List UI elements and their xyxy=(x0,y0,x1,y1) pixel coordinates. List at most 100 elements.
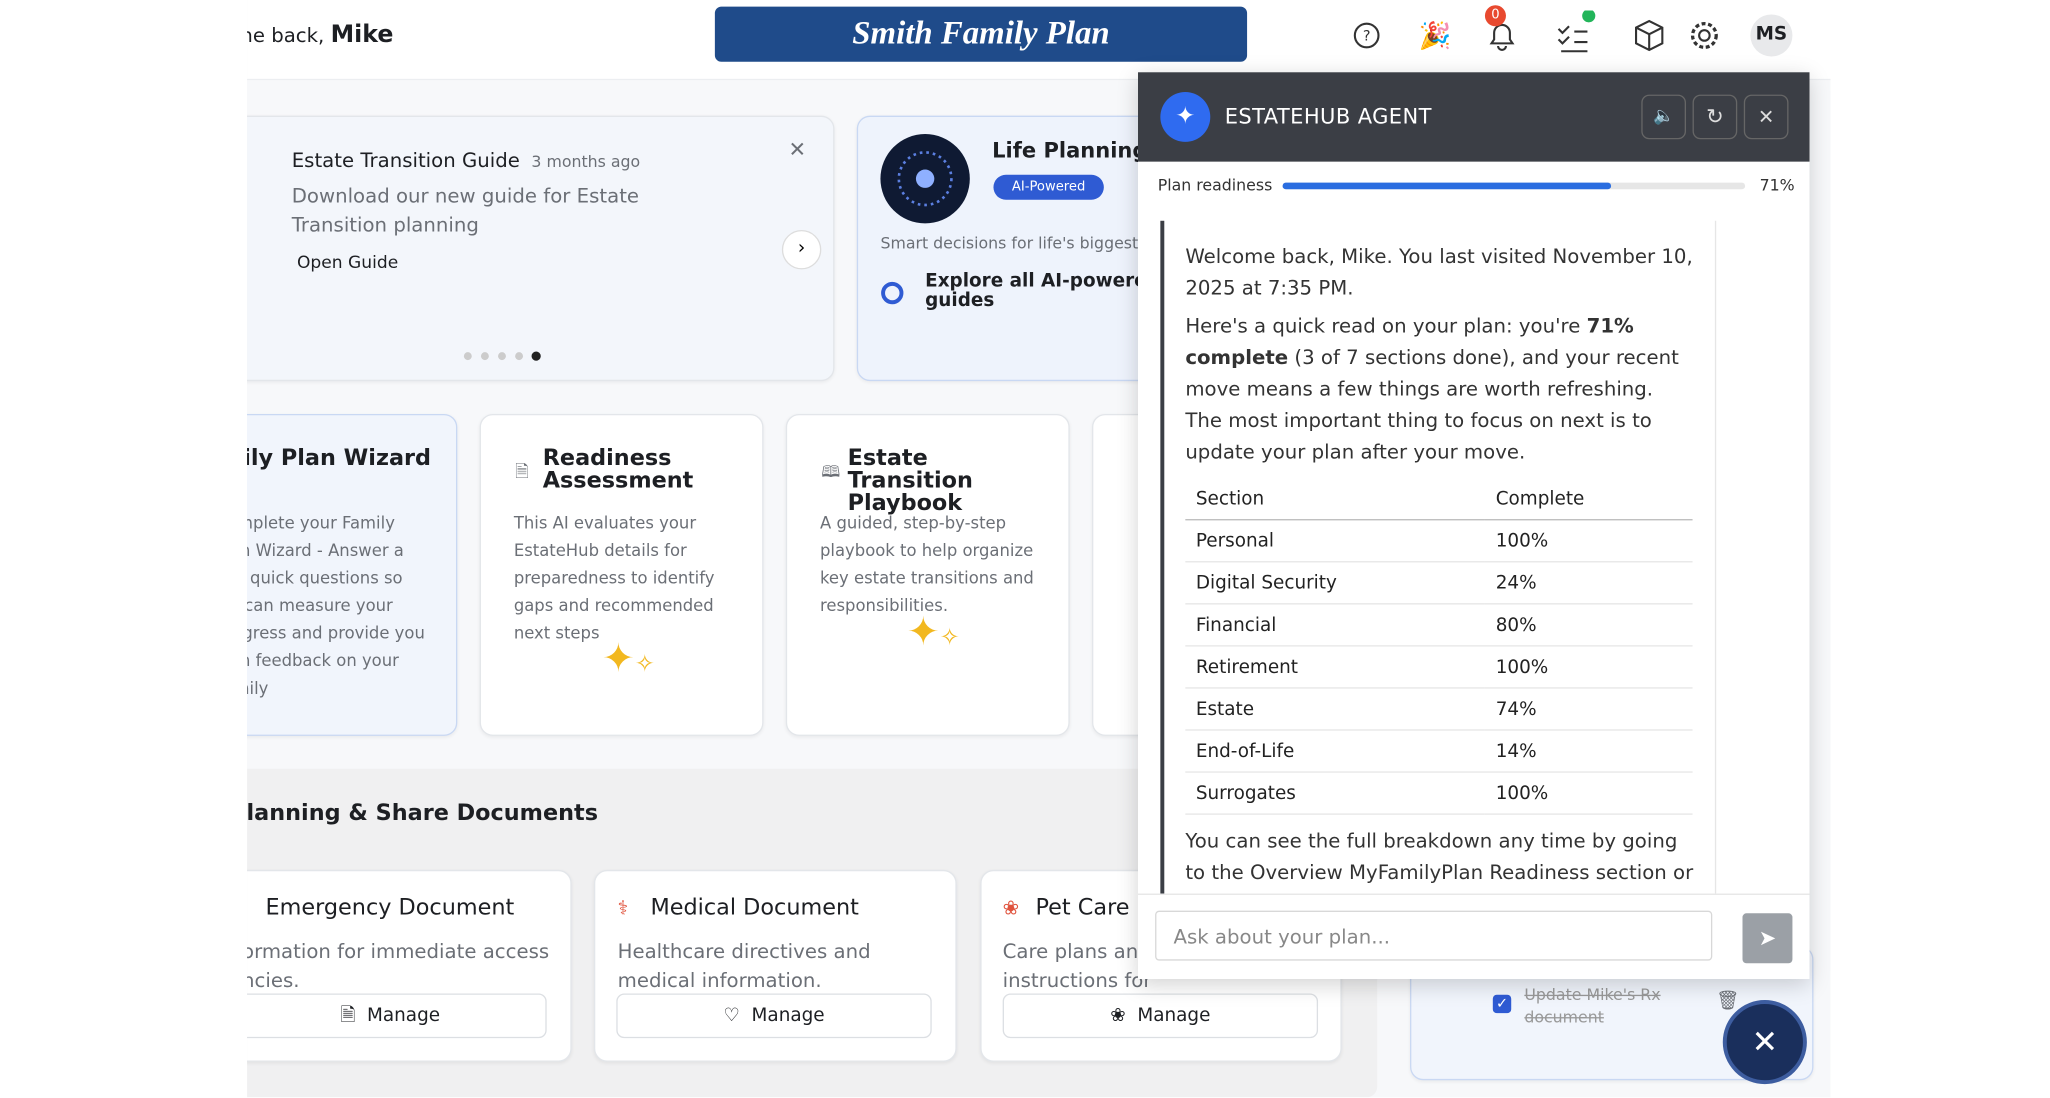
header-cell: Section xyxy=(1185,478,1486,521)
message-text: Here's a quick read on your plan: you're xyxy=(1185,314,1587,338)
medical-icon: ⚕ xyxy=(617,896,629,920)
table-header: Section Complete xyxy=(1185,478,1693,521)
ai-badge: AI-Powered xyxy=(993,174,1104,200)
readiness-value: 71% xyxy=(1759,176,1795,195)
table-row: Financial 80% xyxy=(1185,603,1693,647)
table-row: Personal 100% xyxy=(1185,519,1693,563)
table-row: Digital Security 24% xyxy=(1185,561,1693,605)
header-cell: Complete xyxy=(1485,478,1693,521)
chat-input[interactable]: Ask about your plan... xyxy=(1155,910,1713,961)
divider xyxy=(1138,893,1810,895)
manage-button[interactable]: ♡ Manage xyxy=(616,993,932,1039)
life-planning-subtitle: Smart decisions for life's biggest momen… xyxy=(880,233,1202,253)
message: You can see the full breakdown any time … xyxy=(1185,829,1694,885)
button-label: Manage xyxy=(366,1005,441,1027)
table-cell: 100% xyxy=(1485,645,1693,689)
table-cell: 14% xyxy=(1485,729,1693,773)
readiness-track xyxy=(1282,182,1746,190)
delete-icon[interactable]: 🗑 xyxy=(1716,990,1740,1012)
header-icons: ? 🎉 xyxy=(1353,10,1793,57)
card-title: Family Plan Wizard xyxy=(247,445,432,472)
user-name: Mike xyxy=(330,21,394,49)
ai-orb xyxy=(880,134,970,224)
agent-icon: ✦ xyxy=(1160,91,1211,142)
table-cell: Estate xyxy=(1185,687,1486,731)
table-cell: Digital Security xyxy=(1185,561,1486,605)
close-announcement[interactable]: ✕ xyxy=(788,136,807,162)
button-label: Manage xyxy=(751,1005,825,1027)
table-cell: Financial xyxy=(1185,603,1486,647)
document-body: Healthcare directives and medical inform… xyxy=(617,939,871,993)
table-cell: End-of-Life xyxy=(1185,729,1486,773)
message: Here's a quick read on your plan: you're… xyxy=(1185,310,1694,468)
table-cell: Surrogates xyxy=(1185,772,1486,815)
card-title-wrap: Family Plan Wizard xyxy=(247,445,432,472)
section-title: Emergency Planning & Share Documents xyxy=(247,800,598,827)
message-bold: 71% complete xyxy=(1185,314,1634,370)
card xyxy=(785,413,1070,736)
paw-icon: ❀ xyxy=(1002,896,1020,920)
card xyxy=(247,413,458,736)
reset-button[interactable]: ↻ xyxy=(1692,94,1738,140)
readiness-label: Plan readiness xyxy=(1157,176,1273,195)
table-cell: 80% xyxy=(1485,603,1693,647)
svg-text:?: ? xyxy=(1363,29,1371,45)
button-label: Manage xyxy=(1137,1005,1211,1027)
agent-fab[interactable]: ✕ xyxy=(1722,1000,1807,1085)
table-cell: 100% xyxy=(1485,772,1693,815)
send-button[interactable]: ➤ xyxy=(1742,913,1793,964)
table-cell: 24% xyxy=(1485,561,1693,605)
todo-checkbox[interactable]: ✓ xyxy=(1492,994,1512,1014)
table-cell: Personal xyxy=(1185,519,1486,563)
readiness-bar xyxy=(1282,182,1611,190)
document-body: Critical information for immediate acces… xyxy=(247,939,550,993)
manage-button[interactable]: 🗎 Manage xyxy=(247,993,547,1039)
open-guide-link[interactable]: Open Guide xyxy=(296,253,399,274)
todo-item: Update Mike's Rx document xyxy=(1524,985,1661,1027)
avatar[interactable]: MS xyxy=(1755,23,1788,45)
sparkle: ✦✧ xyxy=(601,636,655,683)
card-title: Estate Transition Playbook xyxy=(847,445,973,517)
sound-button[interactable]: 🔈 xyxy=(1641,94,1686,140)
explore-guides-link[interactable]: Explore all AI-powered guides xyxy=(925,270,1160,312)
table-row: Retirement 100% xyxy=(1185,645,1693,689)
next-slide[interactable]: › xyxy=(781,229,822,270)
greeting: Welcome back, Mike xyxy=(247,21,393,49)
announcement-title: Estate Transition Guide xyxy=(291,148,520,173)
readiness-table: Section Complete Personal 100% Digital Secur… xyxy=(1185,478,1693,815)
greeting-text: Welcome back, xyxy=(247,23,325,48)
carousel-dots xyxy=(463,351,541,361)
agent-panel: ✦ ESTATEHUB AGENT 🔈 ↻ ✕ Plan readiness 7… xyxy=(1138,72,1810,980)
close-button[interactable]: ✕ xyxy=(1743,94,1789,140)
plan-title[interactable]: Smith Family Plan xyxy=(714,6,1248,62)
table-cell: Retirement xyxy=(1185,645,1486,689)
table-row: End-of-Life 14% xyxy=(1185,729,1693,773)
table-cell: 74% xyxy=(1485,687,1693,731)
document-body-wrap: Critical information for immediate acces… xyxy=(247,937,562,995)
table-row: Surrogates 100% xyxy=(1185,772,1693,815)
announcement-body: Download our new guide for Estate Transi… xyxy=(291,183,640,237)
announcement-head: Estate Transition Guide 3 months ago xyxy=(292,148,640,172)
message-text: (3 of 7 sections done), and your recent … xyxy=(1185,345,1679,464)
message: Welcome back, Mike. You last visited Nov… xyxy=(1185,244,1693,300)
card-body: This AI evaluates your EstateHub details… xyxy=(513,512,715,643)
announcement-time: 3 months ago xyxy=(531,152,641,171)
table-cell: 100% xyxy=(1485,519,1693,563)
manage-button[interactable]: ❀ Manage xyxy=(1002,993,1319,1039)
doc-icon: 🗎 xyxy=(515,462,529,483)
book-icon: 🕮 xyxy=(821,462,840,481)
document-title: Emergency Document xyxy=(265,894,515,922)
notification-badge: 0 xyxy=(1484,5,1506,27)
card-title: Readiness Assessment xyxy=(542,445,694,495)
message-area: Welcome back, Mike. You last visited Nov… xyxy=(1160,220,1717,894)
card-body: Complete your Family Plan Wizard - Answe… xyxy=(247,512,425,698)
document-title: Medical Document xyxy=(650,894,859,922)
card-body: A guided, step-by-step playbook to help … xyxy=(819,512,1034,615)
table-row: Estate 74% xyxy=(1185,687,1693,731)
agent-title: ESTATEHUB AGENT xyxy=(1224,103,1432,129)
card xyxy=(479,413,764,736)
sparkle: ✦✧ xyxy=(906,609,960,656)
announcement-card xyxy=(247,115,835,382)
